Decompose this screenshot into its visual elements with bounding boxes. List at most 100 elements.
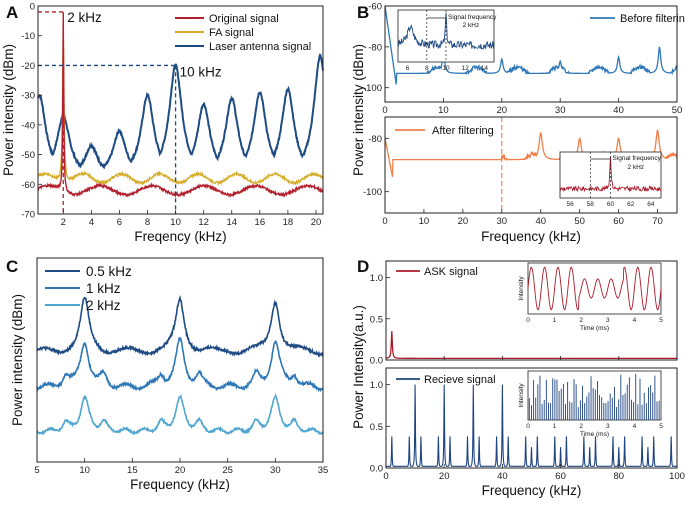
d-bot-inset-x-title: Time (ms) (580, 431, 609, 438)
annotation-2khz: 2 kHz (67, 10, 102, 25)
fa-signal-line (37, 33, 324, 187)
c-x-axis-title: Frequency (kHz) (130, 477, 230, 492)
d-bot-y-label: 0.0 (370, 464, 383, 475)
c-x-label: 15 (127, 465, 138, 476)
a-x-label: 10 (170, 217, 181, 228)
d-x-axis-title: Frequency (kHz) (482, 483, 582, 498)
before-filtering-line (384, 5, 678, 85)
b-top-x-label: 20 (497, 105, 508, 116)
c-legend-label: 0.5 kHz (86, 264, 132, 279)
d-bot-inset-y-title: Intensity (518, 383, 525, 408)
c-x-label: 35 (318, 465, 329, 476)
b-top-inset-title: Signal frequency (448, 14, 497, 21)
b-bot-x-label: 20 (458, 216, 469, 227)
b-bot-inset-x-tick: 62 (627, 201, 635, 208)
c-x-label: 5 (34, 465, 39, 476)
ask-signal-line (385, 331, 677, 359)
b-top-inset-subtitle: 2 kHz (463, 22, 480, 29)
d-bot-y-label: 1.0 (370, 380, 383, 391)
d-bot-legend-label: Recieve signal (424, 374, 496, 386)
d-bot-inset-bars (528, 373, 660, 420)
c-x-label: 20 (175, 465, 186, 476)
d-bot-x-label: 80 (614, 471, 625, 482)
a-x-label: 12 (198, 217, 209, 228)
d-bot-x-label: 60 (555, 471, 566, 482)
d-top-inset-x-tick: 0 (526, 317, 530, 324)
a-y-label: -20 (21, 61, 35, 72)
d-top-inset-x-tick: 5 (659, 317, 663, 324)
b-top-legend-label: Before filtering (620, 13, 685, 25)
a-x-label: 2 (61, 217, 66, 228)
b-bot-inset-x-tick: 58 (587, 201, 595, 208)
d-bot-y-label: 0.5 (370, 422, 383, 433)
c-x-label: 30 (270, 465, 281, 476)
b-bot-x-label: 40 (535, 216, 546, 227)
b-bot-inset-x-tick: 56 (566, 201, 574, 208)
d-top-inset-x-tick: 2 (579, 317, 583, 324)
panel-label-c: C (6, 257, 18, 276)
b-bot-legend-label: After filtering (432, 125, 494, 137)
receive-signal-line (386, 384, 677, 467)
a-x-label: 4 (89, 217, 94, 228)
a-y-label: -30 (21, 91, 35, 102)
b-bot-x-label: 60 (613, 216, 624, 227)
b-top-y-label: -100 (363, 83, 382, 94)
b-y-axis-title: Power intensity (dBm) (351, 44, 366, 176)
a-y-axis-title: Power intensity (dBm) (1, 44, 16, 176)
panel-d-top-frame (385, 260, 678, 361)
a-x-label: 18 (283, 217, 294, 228)
d-bot-inset-x-tick: 4 (633, 423, 637, 430)
c-legend-label: 1 kHz (86, 281, 121, 296)
panel-label-d: D (357, 257, 369, 276)
c-x-label: 25 (222, 465, 233, 476)
b-bot-y-label: -100 (363, 187, 382, 198)
b-top-y-label: -80 (368, 42, 382, 53)
d-top-y-label: 0.0 (370, 356, 383, 367)
d-top-inset-waveform (527, 266, 662, 311)
panel-b-top-frame (384, 5, 678, 103)
b-top-x-label: 0 (382, 105, 387, 116)
c-series-line-1 (36, 336, 324, 393)
panel-b-bottom-frame (384, 116, 678, 214)
b-top-x-label: 30 (555, 105, 566, 116)
d-top-inset-y-title: Intensity (518, 276, 525, 301)
a-y-label: -50 (21, 150, 35, 161)
d-top-inset-x-title: Time (ms) (580, 325, 609, 332)
b-top-y-label: -60 (368, 2, 382, 13)
d-bot-inset-x-tick: 3 (606, 423, 610, 430)
a-x-axis-title: Freqency (kHz) (134, 229, 226, 244)
b-bot-inset-title: Signal frequency (613, 155, 662, 162)
a-x-label: 16 (255, 217, 266, 228)
b-bot-inset-x-tick: 64 (647, 201, 655, 208)
c-series-line-0 (36, 295, 324, 358)
a-x-label: 14 (226, 217, 237, 228)
laser-antenna-signal-line (37, 53, 324, 170)
b-top-inset-line (397, 12, 495, 50)
b-top-inset-x-tick: 6 (406, 65, 410, 72)
b-bot-x-label: 50 (574, 216, 585, 227)
d-bot-x-label: 40 (497, 471, 508, 482)
b-bot-x-label: 0 (382, 216, 387, 227)
b-top-inset-x-tick: 12 (462, 65, 470, 72)
a-y-label: -70 (21, 210, 35, 221)
d-top-y-label: 0.5 (370, 314, 383, 325)
b-bot-x-label: 70 (652, 216, 663, 227)
d-top-inset-x-tick: 3 (606, 317, 610, 324)
a-legend-label: Laser antenna signal (209, 41, 311, 53)
d-bot-x-label: 20 (439, 471, 450, 482)
annotation-10khz: 10 kHz (180, 64, 222, 79)
d-top-legend-label: ASK signal (424, 266, 478, 278)
b-top-x-label: 40 (613, 105, 624, 116)
a-legend-label: Original signal (209, 13, 279, 25)
d-bot-inset-x-tick: 2 (579, 423, 583, 430)
d-bot-x-label: 100 (669, 471, 685, 482)
c-y-axis-title: Power intensity (dBm) (10, 294, 25, 426)
c-x-label: 10 (79, 465, 90, 476)
a-x-label: 20 (311, 217, 322, 228)
b-bot-x-label: 10 (419, 216, 430, 227)
b-bot-y-label: -80 (368, 134, 382, 145)
d-bot-inset-frame (527, 370, 662, 421)
panel-d-bottom-frame (385, 367, 678, 469)
b-top-inset-x-tick: 14 (481, 65, 489, 72)
